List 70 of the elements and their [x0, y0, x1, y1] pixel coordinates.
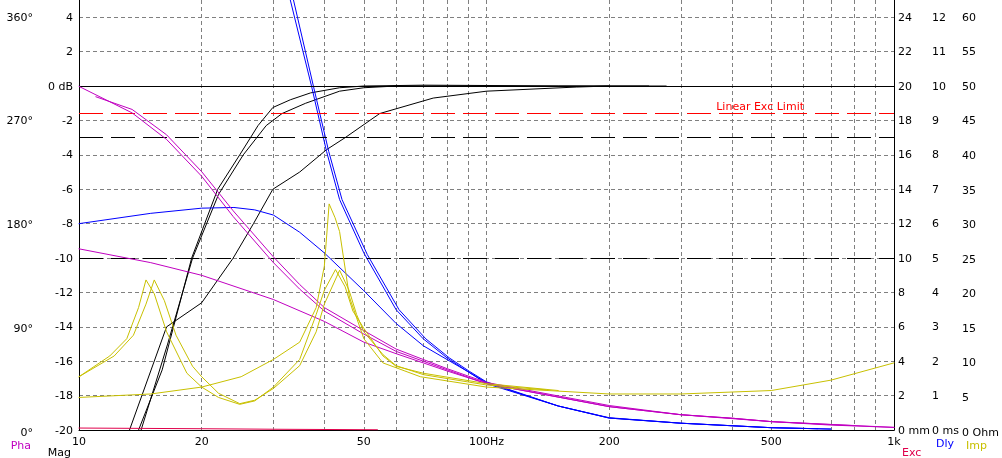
y2-tick-label: 20: [898, 79, 912, 93]
y-tick-label: -10: [55, 251, 73, 265]
y2-tick-label: 12: [898, 217, 912, 231]
y-tick-label: 270°: [6, 114, 33, 128]
y-tick-label: -6: [62, 182, 73, 196]
y-tick-label: 2: [66, 45, 73, 59]
y3-tick-label: 3: [932, 320, 939, 334]
y2-tick-label: 4: [898, 354, 905, 368]
y-tick-label: -4: [62, 148, 73, 162]
x-tick-label: 20: [194, 435, 209, 449]
y2-axis-title: Exc: [902, 446, 922, 458]
y-tick-label: -8: [62, 217, 73, 231]
y3-tick-label: 2: [932, 354, 939, 368]
y2-tick-label: 0 Ohm: [962, 425, 999, 439]
y-tick-label: 0°: [20, 425, 33, 439]
y2-tick-label: 30: [962, 218, 976, 232]
x-tick-label: 100Hz: [468, 435, 505, 449]
y-tick-label: -16: [55, 354, 73, 368]
y2-tick-label: 20: [962, 287, 976, 301]
y2-tick-label: 15: [962, 321, 976, 335]
y2-tick-label: 50: [962, 79, 976, 93]
y2-tick-label: 10: [898, 251, 912, 265]
y3-tick-label: 11: [932, 45, 946, 59]
y-tick-label: -14: [55, 320, 73, 334]
y2-tick-label: 14: [898, 182, 912, 196]
y3-tick-label: 4: [932, 285, 939, 299]
y3-axis-title: Dly: [936, 437, 955, 451]
y2-axis-title: Imp: [966, 439, 987, 452]
y3-tick-label: 12: [932, 10, 946, 24]
y2-tick-label: 35: [962, 183, 976, 197]
ref-line-label: Linear Exc Limit: [716, 99, 805, 113]
y3-tick-label: 8: [932, 148, 939, 162]
y2-tick-label: 55: [962, 45, 976, 59]
y2-tick-label: 24: [898, 10, 912, 24]
y-tick-label: -2: [62, 113, 73, 127]
x-tick-label: 200: [598, 435, 620, 449]
y3-tick-label: 7: [932, 182, 939, 196]
y-tick-label: 90°: [13, 321, 33, 335]
y2-tick-label: 40: [962, 149, 976, 163]
y2-tick-label: 8: [898, 285, 905, 299]
y2-tick-label: 45: [962, 114, 976, 128]
y-tick-label: 360°: [6, 10, 33, 24]
y3-tick-label: 0 ms: [932, 423, 960, 437]
y-tick-label: -12: [55, 285, 73, 299]
y2-tick-label: 2: [898, 389, 905, 403]
y2-tick-label: 22: [898, 45, 912, 59]
y3-tick-label: 6: [932, 217, 939, 231]
y2-tick-label: 60: [962, 10, 976, 24]
y3-tick-label: 1: [932, 389, 939, 403]
y-tick-label: 4: [66, 10, 73, 24]
x-tick-label: 500: [760, 435, 782, 449]
y-axis-title: Mag: [47, 446, 71, 458]
y2-tick-label: 18: [898, 113, 912, 127]
x-tick-label: 1k: [887, 435, 902, 449]
y-tick-label: -18: [55, 389, 73, 403]
y2-tick-label: 25: [962, 252, 976, 266]
y3-tick-label: 9: [932, 113, 939, 127]
x-tick-label: 50: [356, 435, 371, 449]
y2-tick-label: 0 mm: [898, 423, 930, 437]
y2-tick-label: 10: [962, 356, 976, 370]
y-tick-label: 180°: [6, 218, 33, 232]
y-axis-title: Pha: [10, 439, 31, 452]
y2-tick-label: 6: [898, 320, 905, 334]
y-tick-label: 0 dB: [47, 79, 73, 93]
y2-tick-label: 5: [962, 390, 969, 404]
y-tick-label: -20: [55, 423, 73, 437]
x-tick-label: 10: [72, 435, 86, 449]
y2-tick-label: 16: [898, 148, 912, 162]
y3-tick-label: 10: [932, 79, 946, 93]
y3-tick-label: 5: [932, 251, 939, 265]
